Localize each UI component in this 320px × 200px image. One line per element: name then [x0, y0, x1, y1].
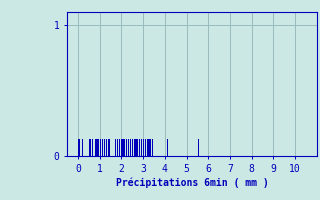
- Bar: [152, 139, 153, 156]
- Bar: [92, 139, 93, 156]
- Bar: [125, 139, 127, 156]
- Bar: [78, 139, 80, 156]
- Bar: [106, 139, 107, 156]
- Bar: [141, 139, 142, 156]
- Bar: [117, 139, 118, 156]
- Bar: [139, 139, 140, 156]
- Bar: [102, 139, 103, 156]
- Bar: [124, 139, 125, 156]
- Bar: [115, 139, 116, 156]
- Bar: [167, 139, 168, 156]
- Bar: [108, 139, 109, 156]
- Bar: [97, 139, 99, 156]
- Bar: [198, 139, 199, 156]
- Bar: [95, 139, 97, 156]
- Bar: [132, 139, 133, 156]
- Bar: [147, 139, 148, 156]
- Bar: [136, 139, 138, 156]
- Bar: [82, 139, 84, 156]
- Bar: [100, 139, 101, 156]
- X-axis label: Précipitations 6min ( mm ): Précipitations 6min ( mm ): [116, 178, 268, 188]
- Bar: [104, 139, 105, 156]
- Bar: [130, 139, 131, 156]
- Bar: [143, 139, 144, 156]
- Bar: [89, 139, 91, 156]
- Bar: [128, 139, 129, 156]
- Bar: [134, 139, 136, 156]
- Bar: [149, 139, 151, 156]
- Bar: [145, 139, 147, 156]
- Bar: [119, 139, 120, 156]
- Bar: [121, 139, 123, 156]
